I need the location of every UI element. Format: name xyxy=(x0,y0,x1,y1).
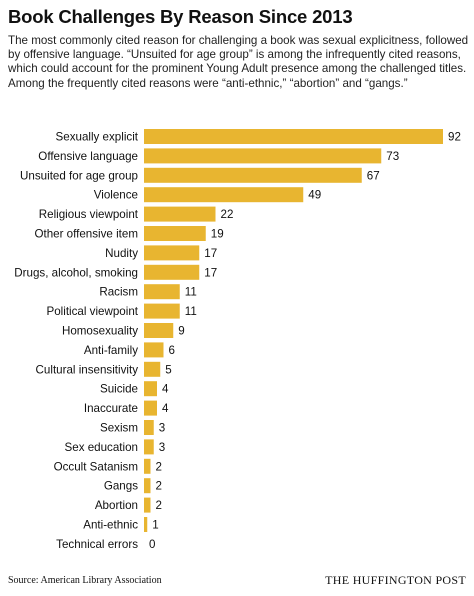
value-label: 3 xyxy=(159,441,165,454)
value-label: 67 xyxy=(367,169,380,182)
bar xyxy=(144,420,154,435)
category-label: Gangs xyxy=(104,480,138,493)
bar xyxy=(144,381,157,397)
bar xyxy=(144,148,382,164)
value-label: 11 xyxy=(185,305,197,318)
value-label: 2 xyxy=(156,460,162,473)
value-label: 5 xyxy=(165,363,171,376)
bar xyxy=(144,264,200,280)
category-label: Homosexuality xyxy=(62,325,138,338)
value-label: 3 xyxy=(159,422,165,435)
bar xyxy=(144,303,180,319)
value-label: 49 xyxy=(308,189,321,202)
value-label: 19 xyxy=(211,228,224,241)
source-note: Source: American Library Association xyxy=(8,575,162,586)
category-label: Religious viewpoint xyxy=(39,208,139,221)
bar xyxy=(144,361,161,377)
value-label: 73 xyxy=(386,150,399,163)
category-label: Sexism xyxy=(100,422,138,435)
publisher-logo: THE HUFFINGTON POST xyxy=(325,573,466,587)
value-label: 17 xyxy=(204,266,217,279)
value-label: 0 xyxy=(149,538,155,551)
category-label: Cultural insensitivity xyxy=(36,363,139,376)
bar xyxy=(144,478,151,494)
value-label: 1 xyxy=(152,519,158,532)
value-label: 17 xyxy=(204,247,217,260)
value-label: 6 xyxy=(169,344,175,357)
category-label: Suicide xyxy=(100,383,138,396)
value-label: 4 xyxy=(162,383,169,396)
bar xyxy=(144,342,164,358)
bar xyxy=(144,458,151,474)
category-label: Occult Satanism xyxy=(54,460,138,473)
value-label: 92 xyxy=(448,131,461,144)
value-label: 11 xyxy=(185,286,197,299)
value-label: 2 xyxy=(156,480,162,493)
category-label: Political viewpoint xyxy=(46,305,138,318)
bar xyxy=(144,517,148,532)
bar xyxy=(144,284,180,300)
category-label: Sexually explicit xyxy=(56,131,139,144)
bar xyxy=(144,323,174,338)
bar xyxy=(144,206,216,222)
bar xyxy=(144,187,304,203)
category-label: Other offensive item xyxy=(34,228,138,241)
category-label: Offensive language xyxy=(38,150,138,163)
category-label: Nudity xyxy=(105,247,138,260)
value-label: 9 xyxy=(178,325,184,338)
category-label: Inaccurate xyxy=(84,402,138,415)
bar xyxy=(144,400,157,416)
category-label: Technical errors xyxy=(56,538,138,551)
category-label: Abortion xyxy=(95,499,138,512)
value-label: 22 xyxy=(221,208,234,221)
value-label: 4 xyxy=(162,402,169,415)
bar xyxy=(144,129,443,144)
category-label: Unsuited for age group xyxy=(20,169,138,182)
category-label: Drugs, alcohol, smoking xyxy=(14,266,138,279)
category-label: Anti-family xyxy=(84,344,138,357)
category-label: Anti-ethnic xyxy=(83,519,138,532)
chart-subtitle: The most commonly cited reason for chall… xyxy=(8,34,469,90)
chart-title: Book Challenges By Reason Since 2013 xyxy=(8,6,353,27)
bar xyxy=(144,497,151,513)
category-label: Racism xyxy=(99,286,138,299)
bar xyxy=(144,245,200,261)
bar xyxy=(144,439,154,455)
value-label: 2 xyxy=(156,499,162,512)
bar xyxy=(144,167,362,183)
category-label: Violence xyxy=(94,189,138,202)
category-label: Sex education xyxy=(65,441,138,454)
bar xyxy=(144,226,206,241)
